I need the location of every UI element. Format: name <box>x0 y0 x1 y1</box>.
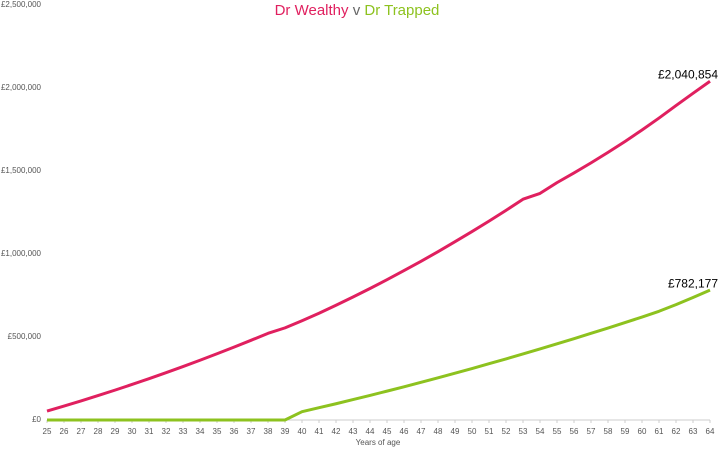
x-tick-label: 30 <box>128 427 137 436</box>
y-tick-label: £500,000 <box>8 332 42 341</box>
x-tick-label: 28 <box>94 427 103 436</box>
x-tick-label: 43 <box>349 427 358 436</box>
chart-title: Dr Wealthy v Dr Trapped <box>275 2 440 19</box>
x-tick-label: 57 <box>587 427 596 436</box>
title-series-2: Dr Trapped <box>364 2 439 19</box>
x-tick-label: 40 <box>298 427 307 436</box>
x-tick-label: 32 <box>162 427 171 436</box>
x-tick-label: 60 <box>638 427 647 436</box>
x-tick-label: 50 <box>468 427 477 436</box>
x-tick-label: 62 <box>672 427 681 436</box>
x-tick-label: 42 <box>332 427 341 436</box>
x-tick-label: 59 <box>621 427 630 436</box>
x-tick-label: 33 <box>179 427 188 436</box>
x-tick-label: 44 <box>366 427 375 436</box>
y-tick-label: £2,500,000 <box>1 0 42 9</box>
x-tick-label: 35 <box>213 427 222 436</box>
title-separator: v <box>353 2 361 19</box>
series-line <box>46 79 711 413</box>
x-tick-label: 55 <box>553 427 562 436</box>
x-tick-label: 63 <box>689 427 698 436</box>
x-tick-label: 49 <box>451 427 460 436</box>
x-tick-label: 54 <box>536 427 545 436</box>
title-series-1: Dr Wealthy <box>275 2 349 19</box>
x-tick-label: 41 <box>315 427 324 436</box>
x-tick-label: 48 <box>434 427 443 436</box>
x-tick-label: 56 <box>570 427 579 436</box>
x-tick-label: 64 <box>706 427 715 436</box>
x-axis-title: Years of age <box>356 438 401 447</box>
y-tick-label: £1,500,000 <box>1 166 42 175</box>
x-tick-label: 27 <box>77 427 86 436</box>
x-tick-label: 25 <box>43 427 52 436</box>
x-tick-label: 39 <box>281 427 290 436</box>
x-tick-label: 51 <box>485 427 494 436</box>
series-line <box>47 288 711 422</box>
y-tick-label: £0 <box>32 415 41 424</box>
y-tick-label: £2,000,000 <box>1 83 42 92</box>
x-tick-label: 34 <box>196 427 205 436</box>
x-tick-label: 53 <box>519 427 528 436</box>
x-tick-label: 26 <box>60 427 69 436</box>
data-label: £2,040,854 <box>658 67 718 81</box>
x-tick-label: 31 <box>145 427 154 436</box>
x-tick-label: 37 <box>247 427 256 436</box>
data-label: £782,177 <box>668 276 718 290</box>
y-tick-label: £1,000,000 <box>1 249 42 258</box>
x-tick-label: 52 <box>502 427 511 436</box>
x-tick-label: 61 <box>655 427 664 436</box>
x-tick-label: 36 <box>230 427 239 436</box>
x-tick-label: 46 <box>400 427 409 436</box>
x-tick-label: 58 <box>604 427 613 436</box>
x-tick-label: 29 <box>111 427 120 436</box>
x-tick-label: 47 <box>417 427 426 436</box>
x-tick-label: 38 <box>264 427 273 436</box>
x-tick-label: 45 <box>383 427 392 436</box>
